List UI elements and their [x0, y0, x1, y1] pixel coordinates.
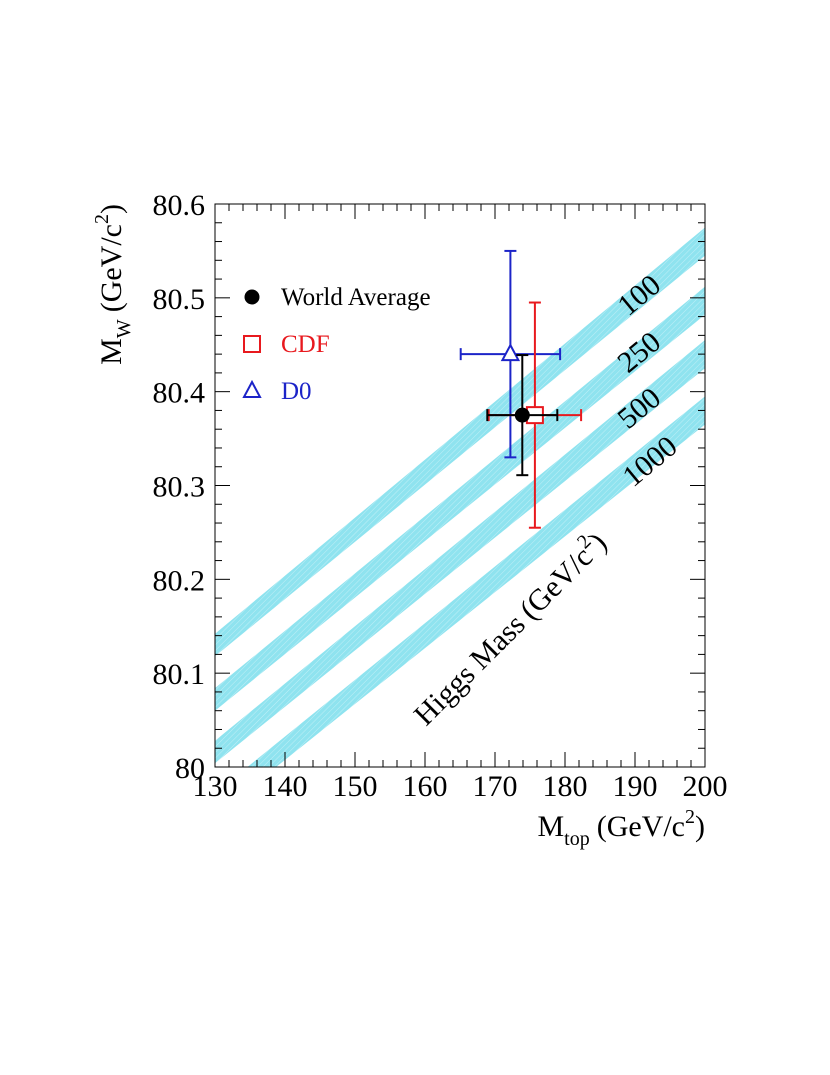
y-tick-label: 80.3	[153, 471, 206, 504]
higgs-bands	[215, 227, 705, 767]
x-axis-title-sup: 2	[685, 806, 695, 828]
x-tick-label: 170	[473, 770, 518, 803]
higgs-band-1000	[247, 396, 705, 767]
legend-item-cdf: CDF	[243, 331, 330, 358]
y-tick-label: 80.2	[153, 564, 206, 597]
x-tick-label: 150	[333, 770, 378, 803]
point-world-average	[486, 354, 559, 477]
higgs-band-250	[215, 286, 705, 711]
y-axis-title-sup: 2	[91, 214, 113, 224]
y-axis-title-close: )	[95, 204, 128, 214]
point-d0	[459, 249, 562, 459]
higgs-band-500	[215, 340, 705, 764]
x-tick-label: 140	[263, 770, 308, 803]
legend-item-world-average: World Average	[244, 284, 431, 311]
legend-label: D0	[281, 378, 312, 405]
x-axis-title-close: )	[695, 810, 705, 843]
legend-marker	[242, 379, 262, 398]
x-axis-title: Mtop (GeV/c2)	[537, 806, 705, 850]
legend-marker	[244, 289, 260, 305]
marker	[514, 407, 530, 423]
y-axis-title-sub: W	[113, 319, 135, 338]
y-axis-title-unit: (GeV/c	[95, 224, 128, 312]
x-axis-title-sub: top	[564, 828, 590, 850]
y-tick-label: 80.1	[153, 658, 206, 691]
legend-marker	[243, 335, 261, 353]
higgs-band-100	[215, 227, 705, 657]
y-axis-title: MW (GeV/c2)	[91, 204, 135, 365]
x-axis-title-main: M	[537, 810, 564, 843]
x-tick-label: 130	[193, 770, 238, 803]
x-tick-label: 180	[543, 770, 588, 803]
y-tick-label: 80	[175, 752, 205, 785]
x-axis-title-unit: (GeV/c	[597, 810, 685, 843]
legend-label: World Average	[281, 284, 431, 311]
axis-ticks: 130 140 150 160 170 180 190 200 80 80.1 80.2 80.3 80…	[153, 189, 728, 803]
y-tick-label: 80.6	[153, 189, 206, 222]
data-points	[459, 249, 583, 529]
legend-label: CDF	[281, 331, 330, 358]
y-tick-label: 80.5	[153, 283, 206, 316]
x-tick-label: 190	[613, 770, 658, 803]
legend-item-d0: D0	[242, 378, 312, 405]
y-axis-title-main: M	[95, 338, 128, 365]
legend: World Average CDF D0	[242, 284, 431, 405]
y-tick-label: 80.4	[153, 377, 206, 410]
x-tick-label: 160	[403, 770, 448, 803]
x-tick-label: 200	[683, 770, 728, 803]
marker	[500, 343, 521, 362]
